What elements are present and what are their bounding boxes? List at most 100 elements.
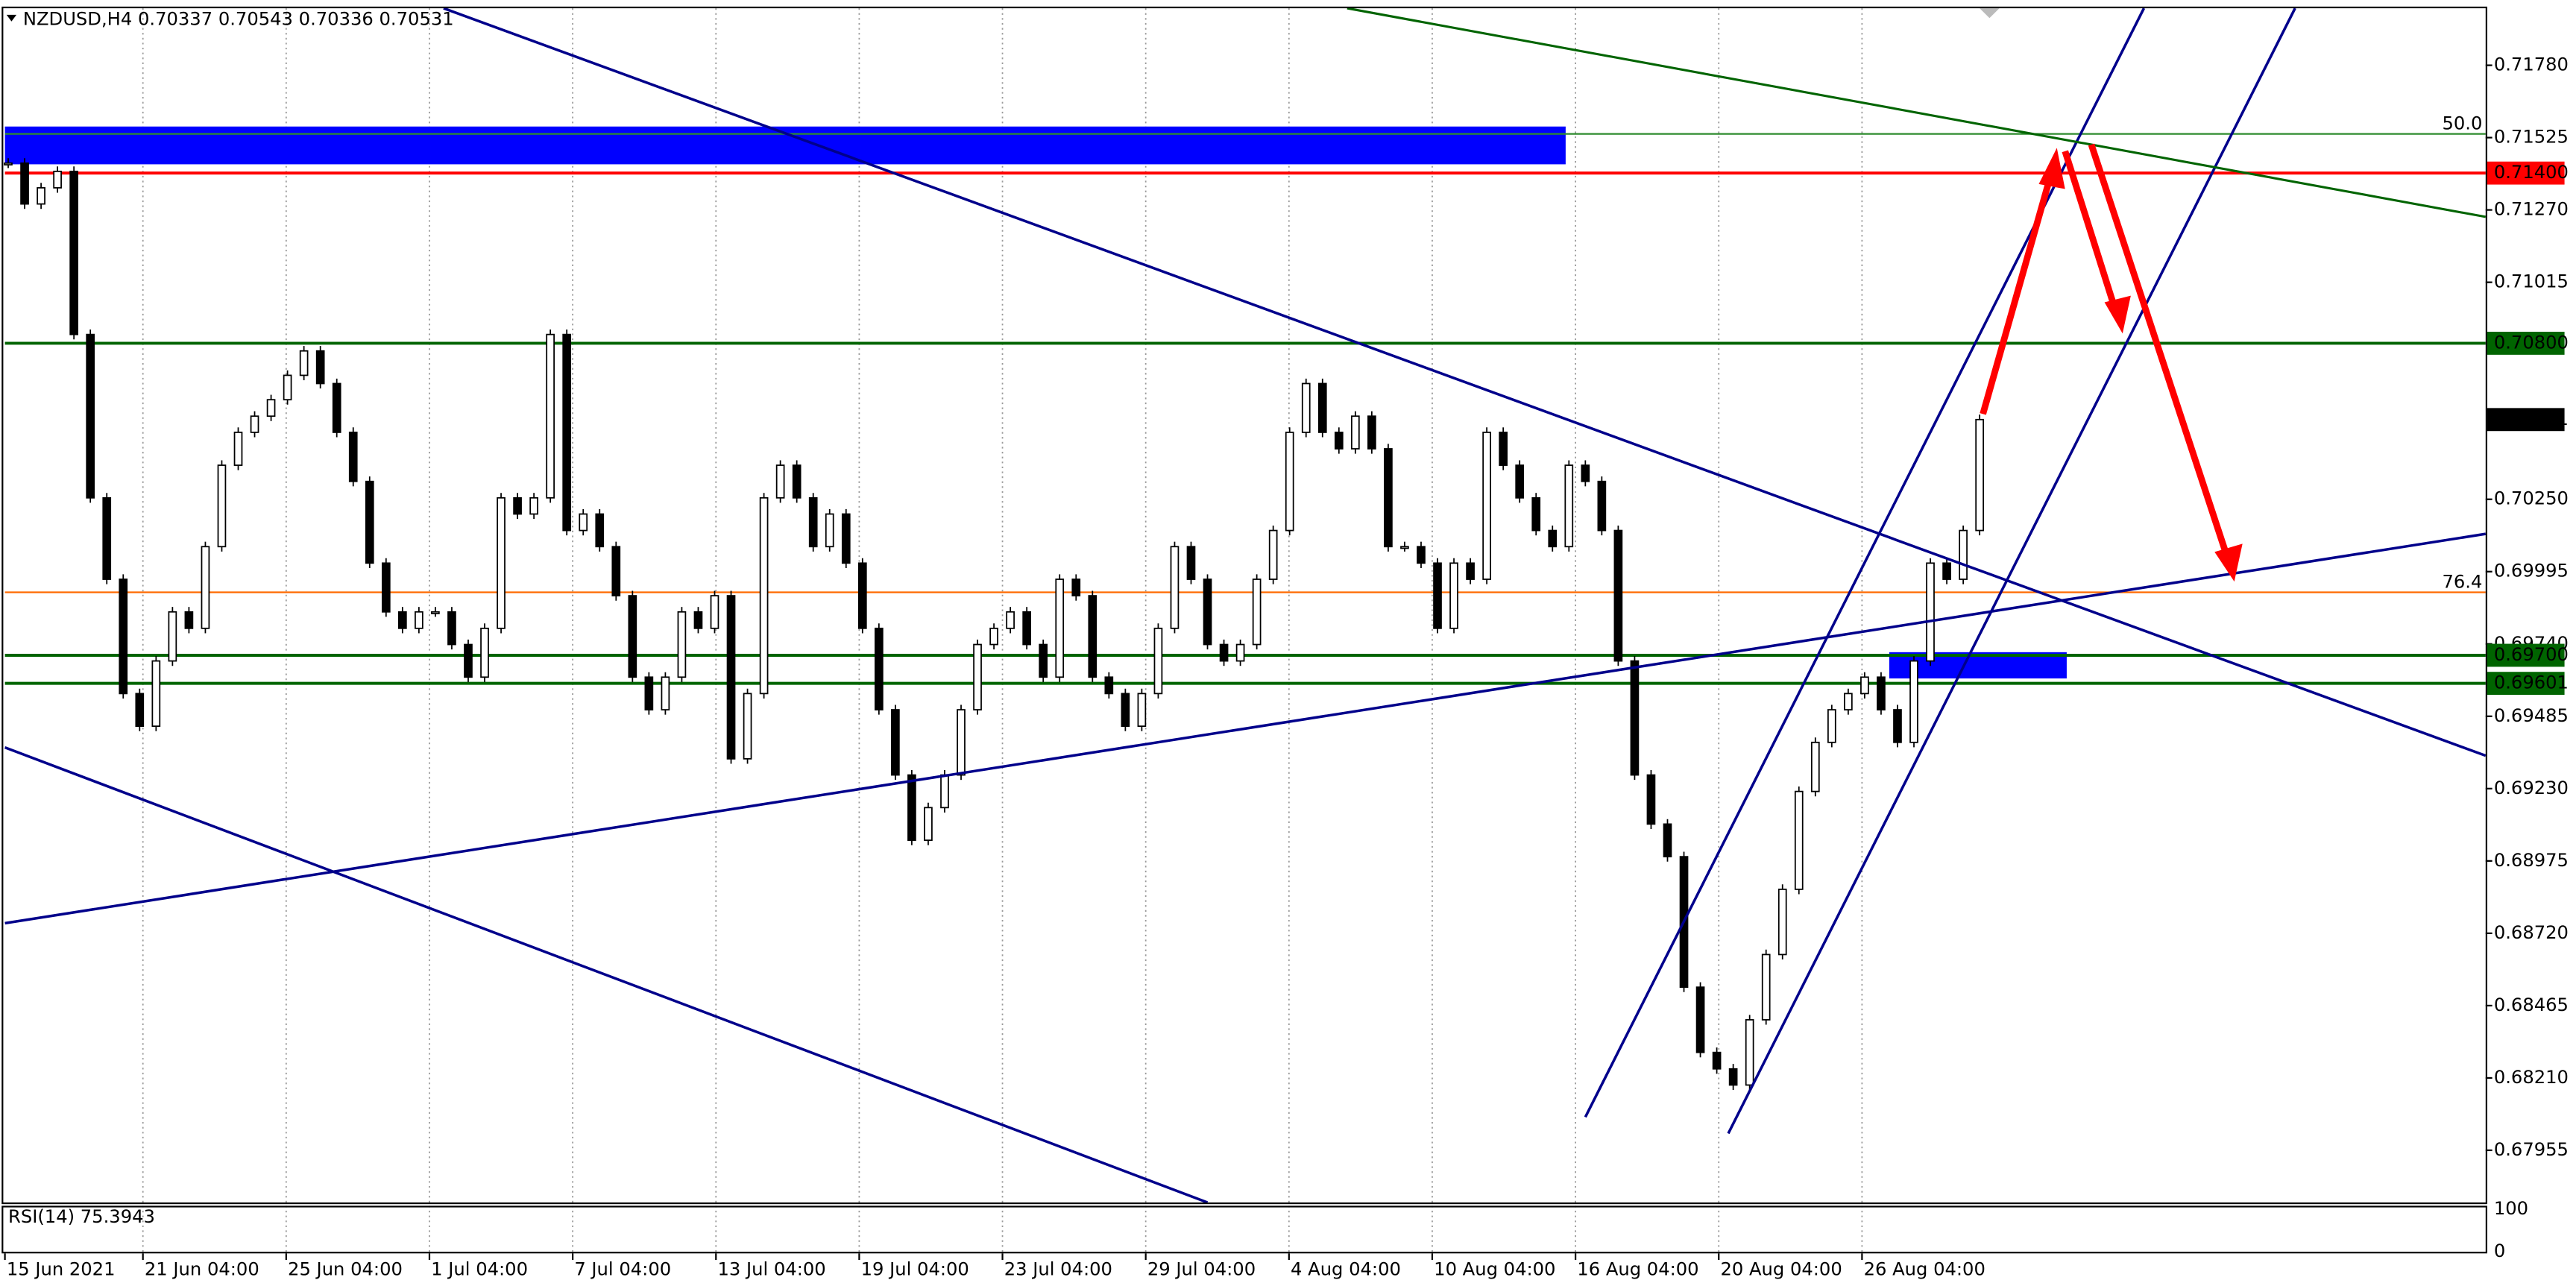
candle — [1170, 546, 1180, 629]
candle — [184, 611, 194, 629]
menu-arrow — [6, 14, 17, 22]
candle — [398, 611, 407, 629]
trendlines — [4, 7, 2487, 1204]
x-tick-label: 26 Aug 04:00 — [1864, 1258, 1985, 1279]
candle — [1597, 480, 1607, 532]
price-tag-label: 0.71400 — [2494, 162, 2569, 183]
y-tick-label: 0.69485 — [2494, 705, 2569, 726]
rsi-title: RSI(14) 75.3943 — [8, 1206, 155, 1227]
rsi-frame — [1, 1205, 2488, 1254]
candle — [841, 513, 851, 564]
candle — [513, 497, 522, 515]
candle — [201, 546, 210, 629]
candle — [1367, 415, 1376, 450]
candle — [1877, 676, 1886, 710]
candle — [957, 709, 966, 776]
candle — [1317, 382, 1327, 433]
candle — [1417, 546, 1426, 564]
x-tick-label: 19 Jul 04:00 — [861, 1258, 969, 1279]
y-tick-label: 0.68210 — [2494, 1067, 2569, 1088]
price-tag — [2487, 161, 2565, 185]
candle — [875, 627, 884, 710]
channel-line — [1584, 7, 2146, 1118]
candle — [1860, 676, 1869, 695]
candle — [1844, 693, 1853, 710]
arrow — [2088, 143, 2232, 560]
candles — [4, 158, 1984, 1091]
candle — [1531, 497, 1541, 532]
trendline — [4, 745, 1209, 1204]
candle — [1203, 579, 1212, 646]
price-tag-label: 0.69700 — [2494, 644, 2569, 665]
axis: 0.71780 0.71525 0.71270 0.71015 0.70250 0.699… — [4, 54, 2569, 1279]
candle — [415, 611, 423, 629]
candle — [1449, 562, 1458, 629]
candle — [1400, 546, 1409, 549]
candle — [529, 497, 538, 515]
candle — [808, 497, 818, 548]
y-tick-label: 0.67955 — [2494, 1139, 2569, 1160]
candle — [250, 415, 259, 433]
candle — [1548, 529, 1558, 548]
candle — [1712, 1051, 1722, 1070]
price-tag-label: 0.69601 — [2494, 672, 2569, 693]
levels: 50.0 76.4 — [4, 113, 2486, 685]
candle — [4, 162, 13, 166]
candle — [825, 513, 834, 548]
candle — [1959, 529, 1968, 580]
candle — [233, 432, 243, 466]
candle — [644, 676, 654, 710]
candle — [1433, 562, 1442, 629]
candle — [1810, 741, 1820, 792]
y-tick-label: 0.68975 — [2494, 850, 2569, 871]
candle — [1039, 643, 1048, 678]
candle — [381, 562, 391, 613]
candle — [1745, 1019, 1754, 1086]
y-tick-label: 0.71780 — [2494, 54, 2569, 75]
fib-label: 76.4 — [2442, 571, 2482, 592]
fib-label: 50.0 — [2442, 113, 2482, 133]
candle — [891, 709, 900, 776]
candle — [579, 513, 588, 532]
arrowhead — [2038, 148, 2065, 189]
y-tick-label: 0.68465 — [2494, 994, 2569, 1015]
candle — [464, 643, 473, 678]
candle — [1630, 660, 1640, 776]
candle — [1761, 953, 1771, 1021]
y-tick-label: 0.71015 — [2494, 271, 2569, 292]
candle — [726, 595, 736, 760]
candle — [283, 374, 292, 401]
candle — [1137, 693, 1147, 727]
candle — [743, 693, 752, 760]
channel-line — [1727, 7, 2296, 1135]
price-tag — [2487, 643, 2565, 667]
price-tag — [2487, 332, 2565, 355]
y-tick-label: 0.70250 — [2494, 488, 2569, 509]
candle — [365, 480, 374, 564]
candle — [20, 162, 29, 205]
price-tag — [2487, 408, 2565, 432]
candle — [677, 611, 687, 678]
x-tick-label: 20 Aug 04:00 — [1720, 1258, 1842, 1279]
candle — [1351, 415, 1360, 450]
candle — [1794, 790, 1804, 890]
candle — [1482, 432, 1491, 580]
candle — [693, 611, 703, 629]
arrows — [1980, 143, 2243, 582]
candle — [1285, 432, 1294, 532]
chart-title: NZDUSD,H4 0.70337 0.70543 0.70336 0.7053… — [23, 8, 454, 29]
candle — [1646, 774, 1656, 825]
price-tag-label: 0.70800 — [2494, 332, 2569, 353]
candle — [1466, 562, 1475, 580]
candle — [989, 627, 998, 646]
candle — [1515, 464, 1525, 499]
candle — [69, 170, 78, 335]
x-tick-label: 7 Jul 04:00 — [574, 1258, 671, 1279]
y-tick-label: 0.71525 — [2494, 127, 2569, 148]
candle — [151, 660, 161, 727]
candle — [168, 611, 177, 662]
y-tick-label: 0.71270 — [2494, 199, 2569, 220]
candle — [661, 676, 670, 710]
